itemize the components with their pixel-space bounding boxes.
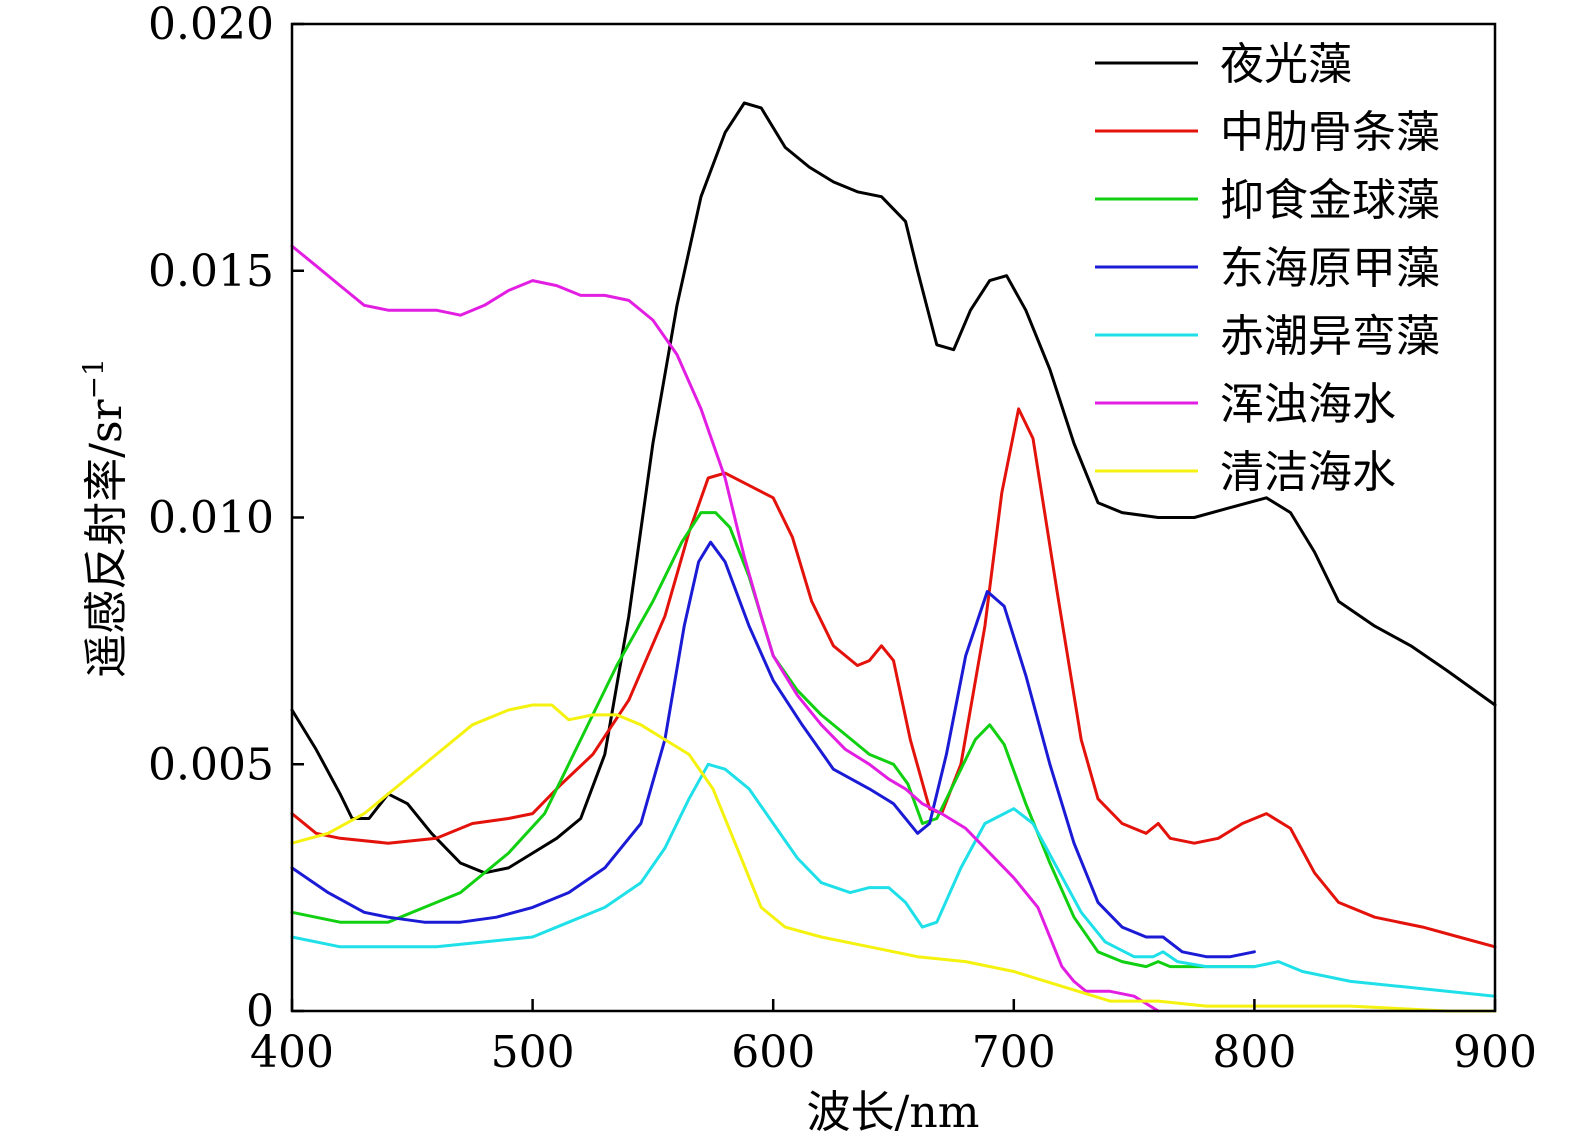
x-tick-label: 800 xyxy=(1212,1027,1296,1078)
x-tick-labels: 400 500 600 700 800 900 xyxy=(250,1027,1537,1078)
series-line-3 xyxy=(290,511,1256,969)
y-axis-title-text: 遥感反射率/sr xyxy=(81,398,132,677)
x-tick-label: 600 xyxy=(731,1027,815,1078)
legend-label-3: 抑食金球藻 xyxy=(1220,175,1440,226)
legend-label-4: 东海原甲藻 xyxy=(1220,243,1440,294)
series-line-4 xyxy=(290,540,1256,959)
y-axis-title: 遥感反射率/sr−1 xyxy=(77,358,132,678)
x-tick-label: 900 xyxy=(1453,1027,1537,1078)
y-tick-label: 0.015 xyxy=(148,246,274,297)
legend-label-5: 赤潮异弯藻 xyxy=(1220,311,1440,362)
x-tick-label: 400 xyxy=(250,1027,334,1078)
plot-frame xyxy=(290,22,1497,1013)
y-tick-labels: 0 0.005 0.010 0.015 0.020 xyxy=(148,0,274,1037)
legend-label-6: 浑浊海水 xyxy=(1220,379,1396,430)
x-axis-title: 波长/nm xyxy=(807,1087,980,1137)
y-tick-label: 0.010 xyxy=(148,493,274,544)
series-lines xyxy=(290,101,1497,1013)
series-line-1 xyxy=(290,101,1497,875)
series-line-5 xyxy=(290,762,1497,998)
axis-ticks xyxy=(290,22,1497,1013)
legend-label-2: 中肋骨条藻 xyxy=(1220,107,1440,158)
y-tick-label: 0 xyxy=(246,986,274,1037)
x-tick-label: 700 xyxy=(972,1027,1056,1078)
y-tick-label: 0.005 xyxy=(148,739,274,790)
series-line-7 xyxy=(290,703,1497,1013)
series-line-6 xyxy=(290,244,1160,1013)
series-line-2 xyxy=(290,407,1497,949)
legend-label-1: 夜光藻 xyxy=(1220,39,1352,90)
y-axis-title-superscript: −1 xyxy=(77,358,110,399)
y-tick-label: 0.020 xyxy=(148,0,274,50)
x-tick-label: 500 xyxy=(491,1027,575,1078)
legend-label-7: 清洁海水 xyxy=(1220,447,1396,498)
